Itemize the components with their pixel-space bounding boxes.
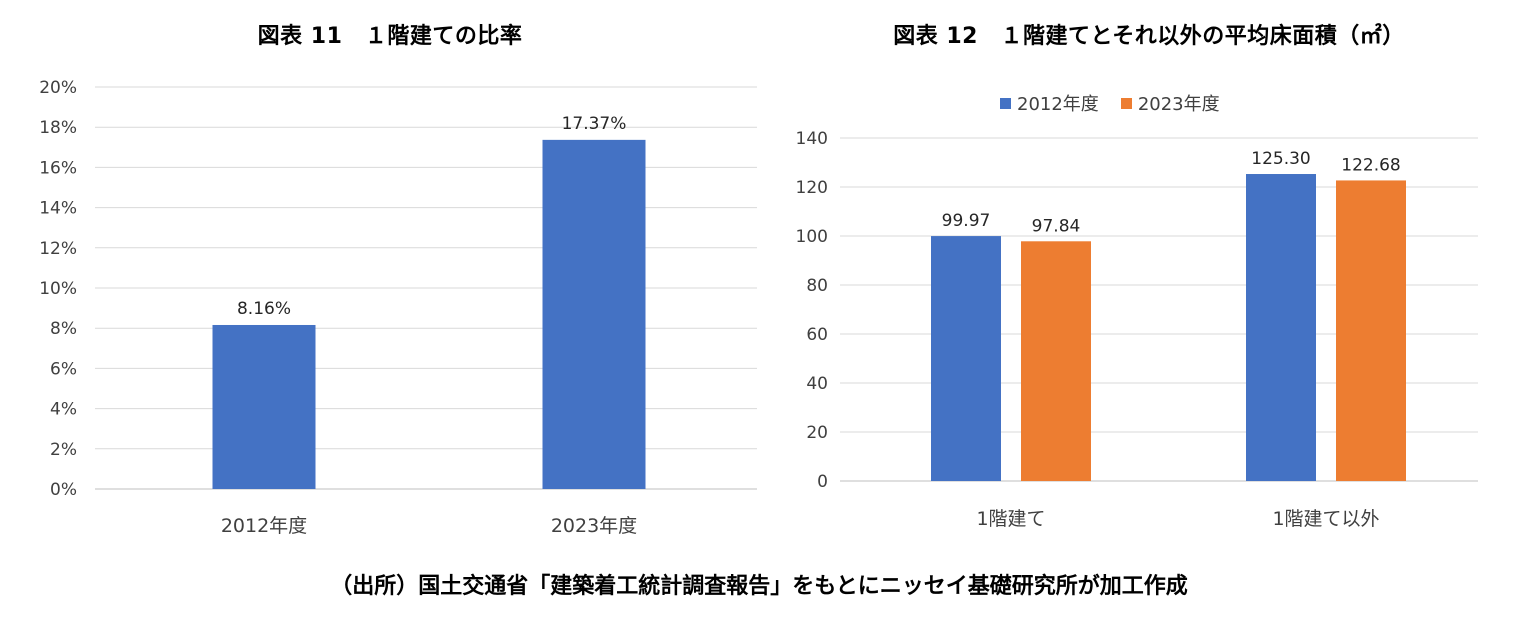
chart-11-y-tick: 20% [39, 78, 77, 98]
chart-11-y-tick: 8% [50, 319, 77, 339]
chart-12-bar [1246, 174, 1316, 481]
chart-12-y-tick: 20 [806, 423, 828, 443]
chart-12-data-label: 99.97 [942, 211, 991, 231]
chart-11-data-label: 17.37% [562, 114, 627, 134]
chart-12-data-label: 97.84 [1032, 216, 1081, 236]
chart-11-y-tick: 16% [39, 158, 77, 178]
legend-label-2012: 2012年度 [1017, 94, 1099, 115]
chart-11-title: 図表 11 １階建ての比率 [257, 24, 523, 49]
chart-12-legend: 2012年度 2023年度 [1000, 90, 1220, 116]
chart-12-bar [931, 236, 1001, 481]
chart-11-category-label: 2023年度 [551, 515, 637, 537]
chart-12-y-tick: 60 [806, 325, 828, 345]
chart-11-y-tick: 0% [50, 480, 77, 500]
chart-12-category-label: 1階建て以外 [1272, 508, 1379, 530]
chart-11-y-tick: 10% [39, 279, 77, 299]
chart-12-bar [1021, 241, 1091, 481]
chart-12-y-tick: 80 [806, 276, 828, 296]
legend-item-2012: 2012年度 [1000, 90, 1099, 116]
legend-swatch-2023 [1120, 97, 1132, 109]
chart-12-y-tick: 40 [806, 374, 828, 394]
chart-12-category-label: 1階建て [976, 508, 1045, 530]
chart-12-data-label: 125.30 [1251, 149, 1310, 169]
source-note: （出所）国土交通省「建築着工統計調査報告」をもとにニッセイ基礎研究所が加工作成 [330, 574, 1188, 599]
chart-11-y-tick: 18% [39, 118, 77, 138]
chart-11-y-tick: 4% [50, 400, 77, 420]
chart-11-data-label: 8.16% [237, 299, 291, 319]
legend-item-2023: 2023年度 [1120, 90, 1220, 116]
chart-11-bar [542, 139, 646, 489]
legend-swatch-2012 [1000, 97, 1011, 109]
chart-12-y-tick: 120 [796, 178, 828, 198]
chart-12-bar [1336, 180, 1406, 481]
chart-12-data-label: 122.68 [1341, 155, 1400, 175]
chart-11-y-tick: 12% [39, 239, 77, 259]
chart-12-y-tick: 140 [796, 129, 828, 149]
chart-12-y-tick: 0 [817, 472, 828, 492]
chart-11-category-label: 2012年度 [221, 515, 307, 537]
legend-label-2023: 2023年度 [1137, 94, 1220, 115]
chart-11-bar [212, 324, 316, 489]
chart-12-y-tick: 100 [796, 227, 828, 247]
chart-12-title: 図表 12 １階建てとそれ以外の平均床面積（㎡） [893, 24, 1405, 49]
chart-11-y-tick: 6% [50, 359, 77, 379]
chart-11-y-tick: 14% [39, 199, 77, 219]
chart-11-y-tick: 2% [50, 440, 77, 460]
